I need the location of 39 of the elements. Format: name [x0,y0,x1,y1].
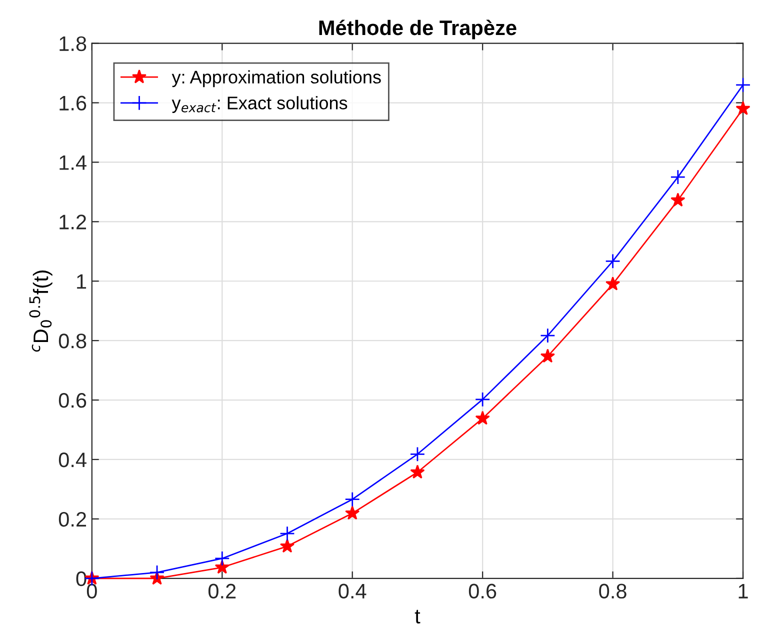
point [474,392,490,408]
point [214,550,230,566]
y-tick-label: 1.8 [60,36,86,52]
point [280,526,295,542]
point [540,348,555,363]
point [540,328,556,344]
legend-label: y: Approximation solutions [172,70,381,88]
point [670,192,686,207]
x-tick-label: 0.6 [468,584,496,599]
point [475,410,490,425]
point [736,101,750,116]
chart-title: Méthode de Trapèze [319,20,516,40]
point [606,276,620,290]
y-tick-label: 1.6 [60,96,86,111]
x-tick-label: 0.2 [208,584,236,599]
y-tick-label: 0.8 [58,334,86,348]
y-tick-label: 1.4 [60,155,86,170]
x-tick-label: 0.8 [599,584,626,599]
point [605,254,620,269]
x-tick-label: 0.4 [338,584,366,599]
x-tick-label: 0 [86,584,97,599]
point [345,506,360,520]
y-tick-label: 0.2 [58,512,86,527]
y-tick-label: 0.6 [58,393,86,408]
y-tick-label: 0 [76,571,86,586]
point [344,492,360,507]
point [735,77,751,93]
x-tick-label: 1 [738,584,748,598]
point [149,564,165,580]
y-tick-label: 1 [77,274,86,289]
point [410,446,426,462]
y-tick-label: 0.4 [58,452,86,468]
point [280,538,295,553]
legend-label: y$_{exact}$: Exact solutions [172,96,348,113]
x-axis-title: t [414,610,420,624]
point [410,464,425,479]
y-axis-title: $^{c}$D$_{0}$$^{0.5}$f(t) [29,270,52,352]
point [670,169,686,185]
y-tick-label: 1.2 [60,214,86,230]
